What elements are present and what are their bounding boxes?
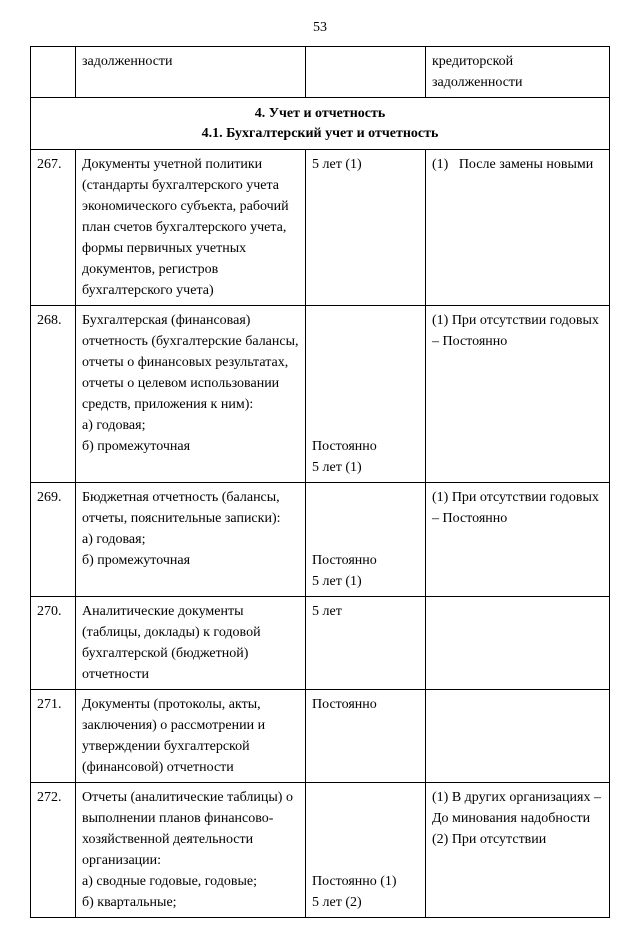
cell-num: 269. [31,483,76,597]
table-row: 269.Бюджетная отчетность (балансы, отчет… [31,483,610,597]
cell-desc: Документы учетной политики (стандарты бу… [76,150,306,306]
cell-desc: Бюджетная отчетность (балансы, отчеты, п… [76,483,306,597]
cell-num: 270. [31,597,76,690]
cell-term: Постоянно (1) 5 лет (2) [306,783,426,918]
cell-desc: задолженности [76,47,306,98]
table-row: 271.Документы (протоколы, акты, заключен… [31,690,610,783]
page-number: 53 [30,20,610,36]
cell-term: 5 лет (1) [306,150,426,306]
cell-num: 268. [31,306,76,483]
section-title-2: 4.1. Бухгалтерский учет и отчетность [35,124,605,144]
cell-desc: Аналитические документы (таблицы, доклад… [76,597,306,690]
cell-desc: Документы (протоколы, акты, заключения) … [76,690,306,783]
cell-note: кредиторской задолженности [426,47,610,98]
table-row: 272.Отчеты (аналитические таблицы) о вып… [31,783,610,918]
cell-term [306,47,426,98]
cell-note: (1) При отсутствии годовых – Постоянно [426,483,610,597]
cell-note: (1) После замены новыми [426,150,610,306]
cell-num [31,47,76,98]
table-row: 268.Бухгалтерская (финансовая) отчетност… [31,306,610,483]
cell-num: 267. [31,150,76,306]
cell-term: Постоянно [306,690,426,783]
table-row: 267.Документы учетной политики (стандарт… [31,150,610,306]
cell-term: 5 лет [306,597,426,690]
section-header-cell: 4. Учет и отчетность 4.1. Бухгалтерский … [31,98,610,150]
cell-note [426,597,610,690]
cell-term: Постоянно 5 лет (1) [306,483,426,597]
section-title-1: 4. Учет и отчетность [35,104,605,124]
table-body: задолженности кредиторской задолженности… [31,47,610,918]
cell-desc: Бухгалтерская (финансовая) отчетность (б… [76,306,306,483]
cell-term: Постоянно 5 лет (1) [306,306,426,483]
section-header-row: 4. Учет и отчетность 4.1. Бухгалтерский … [31,98,610,150]
cell-num: 272. [31,783,76,918]
table-row: 270.Аналитические документы (таблицы, до… [31,597,610,690]
table-row-top: задолженности кредиторской задолженности [31,47,610,98]
cell-note: (1) В других организациях – До минования… [426,783,610,918]
cell-desc: Отчеты (аналитические таблицы) о выполне… [76,783,306,918]
cell-note: (1) При отсутствии годовых – Постоянно [426,306,610,483]
cell-num: 271. [31,690,76,783]
records-table: задолженности кредиторской задолженности… [30,46,610,918]
cell-note [426,690,610,783]
